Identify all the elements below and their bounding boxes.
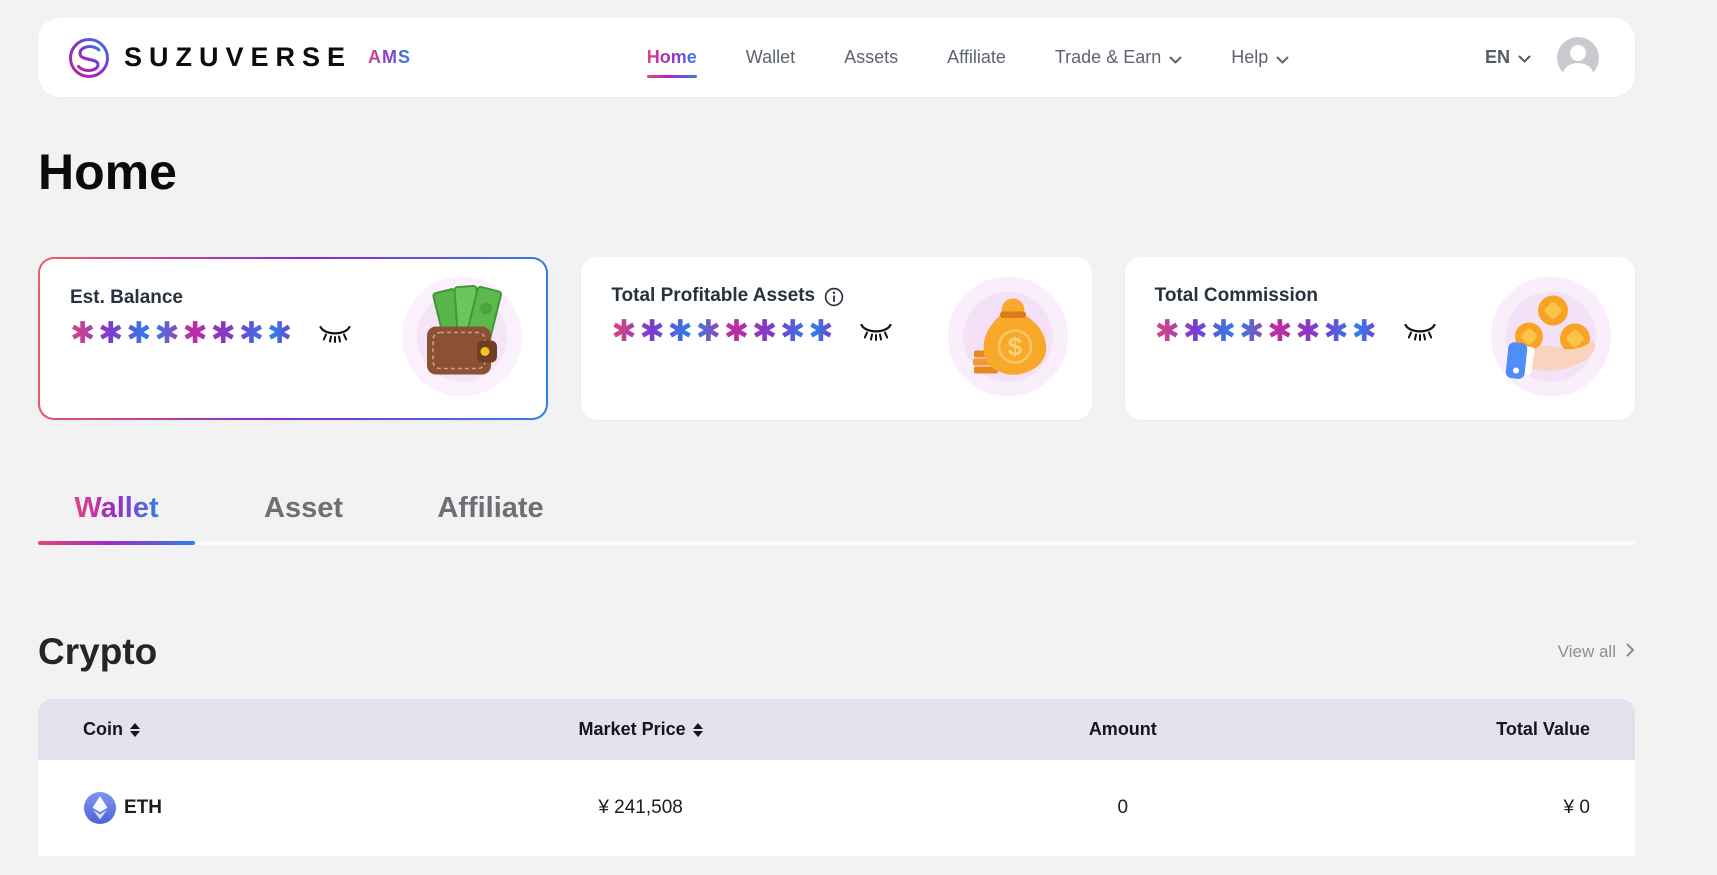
nav-item-help[interactable]: Help <box>1231 40 1289 75</box>
chevron-right-icon <box>1626 642 1635 662</box>
table-header-market-price[interactable]: Market Price <box>415 719 867 740</box>
wallet-with-bills-illustration <box>400 274 524 403</box>
money-bag-illustration: $ <box>946 274 1070 403</box>
chevron-down-icon <box>1276 48 1289 69</box>
brand-logo-icon <box>68 37 110 79</box>
nav-label: Affiliate <box>947 47 1006 67</box>
header-label: Coin <box>83 719 123 739</box>
page-title: Home <box>38 144 177 200</box>
masked-balance-value: ✱✱✱✱✱✱✱✱ <box>1154 314 1380 349</box>
tab-label: Affiliate <box>437 492 544 524</box>
nav-item-assets[interactable]: Assets <box>844 41 898 74</box>
header-label: Amount <box>1088 719 1157 739</box>
main-nav: Home Wallet Assets Affiliate Trade & Ear… <box>607 40 1290 78</box>
card-total-commission[interactable]: Total Commission ✱✱✱✱✱✱✱✱ <box>1124 257 1635 420</box>
svg-text:$: $ <box>1007 331 1022 361</box>
chevron-down-icon <box>1169 48 1182 69</box>
eye-closed-icon[interactable] <box>858 320 894 344</box>
table-header-amount: Amount <box>867 719 1379 740</box>
nav-label: Help <box>1231 47 1269 67</box>
chevron-down-icon <box>1518 47 1531 68</box>
masked-balance-value: ✱✱✱✱✱✱✱✱ <box>611 314 837 349</box>
sort-icon <box>130 722 140 737</box>
header-label: Total Value <box>1496 719 1590 739</box>
crypto-table: Coin Market Price Amount Total Value <box>38 699 1635 856</box>
content-tabs: Wallet Asset Affiliate <box>38 492 1635 545</box>
amount-value: 0 <box>1117 797 1129 818</box>
user-avatar[interactable] <box>1556 36 1599 79</box>
card-total-profitable-assets[interactable]: Total Profitable Assets ✱✱✱✱✱✱✱✱ <box>581 257 1092 420</box>
view-all-link[interactable]: View all <box>1558 642 1635 662</box>
table-row-eth[interactable]: ETH ¥ 241,508 0 ¥ 0 <box>38 760 1635 856</box>
nav-item-trade-earn[interactable]: Trade & Earn <box>1055 40 1182 75</box>
avatar-torso-shape <box>1562 62 1593 79</box>
summary-cards: Est. Balance ✱✱✱✱✱✱✱✱ <box>38 257 1635 420</box>
hand-with-coins-illustration <box>1489 274 1613 403</box>
card-title: Total Profitable Assets <box>611 285 816 306</box>
language-label: EN <box>1484 47 1510 67</box>
nav-label: Assets <box>844 47 899 67</box>
crypto-section-header: Crypto View all <box>38 631 1635 673</box>
brand[interactable]: SUZUVERSE AMS <box>68 37 411 79</box>
avatar-head-shape <box>1569 44 1586 61</box>
sort-icon <box>692 722 703 737</box>
brand-name: SUZUVERSE <box>124 42 353 72</box>
crypto-table-header: Coin Market Price Amount Total Value <box>38 699 1635 760</box>
header-label: Market Price <box>578 719 686 739</box>
nav-label: Home <box>646 47 697 67</box>
masked-balance-value: ✱✱✱✱✱✱✱✱ <box>70 316 296 351</box>
info-icon[interactable] <box>824 287 844 307</box>
language-selector[interactable]: EN <box>1485 47 1531 68</box>
nav-label: Trade & Earn <box>1054 47 1162 67</box>
header-right: EN <box>1485 36 1599 79</box>
crypto-heading: Crypto <box>38 631 158 672</box>
tab-asset[interactable]: Asset <box>225 492 382 542</box>
view-all-label: View all <box>1557 642 1616 661</box>
card-title: Total Commission <box>1154 285 1318 306</box>
nav-item-home[interactable]: Home <box>646 41 697 78</box>
nav-item-affiliate[interactable]: Affiliate <box>947 41 1006 74</box>
brand-suffix: AMS <box>368 47 412 67</box>
card-title: Est. Balance <box>70 287 183 308</box>
eth-coin-icon <box>83 791 117 825</box>
nav-label: Wallet <box>745 47 796 67</box>
table-header-total-value: Total Value <box>1379 719 1590 740</box>
total-value: ¥ 0 <box>1563 797 1590 818</box>
tab-affiliate[interactable]: Affiliate <box>412 492 569 542</box>
eye-closed-icon[interactable] <box>1402 320 1438 344</box>
tab-label: Asset <box>264 492 343 524</box>
coin-name: ETH <box>124 797 162 818</box>
nav-item-wallet[interactable]: Wallet <box>746 41 795 74</box>
table-header-coin[interactable]: Coin <box>83 719 415 740</box>
market-price-value: ¥ 241,508 <box>598 797 683 818</box>
eye-closed-icon[interactable] <box>317 322 353 346</box>
tab-wallet[interactable]: Wallet <box>38 492 195 545</box>
header-bar: SUZUVERSE AMS Home Wallet Assets Affilia… <box>38 18 1635 97</box>
card-est-balance[interactable]: Est. Balance ✱✱✱✱✱✱✱✱ <box>38 257 548 420</box>
tab-label: Wallet <box>74 492 159 524</box>
